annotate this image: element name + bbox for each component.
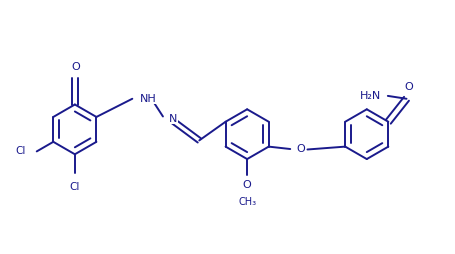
Text: O: O [403, 82, 412, 92]
Text: CH₃: CH₃ [238, 197, 256, 207]
Text: O: O [242, 180, 251, 190]
Text: O: O [71, 62, 80, 72]
Text: N: N [168, 114, 177, 124]
Text: Cl: Cl [16, 146, 26, 156]
Text: H₂N: H₂N [359, 91, 380, 101]
Text: O: O [296, 145, 304, 154]
Text: Cl: Cl [70, 182, 80, 192]
Text: NH: NH [139, 94, 156, 104]
